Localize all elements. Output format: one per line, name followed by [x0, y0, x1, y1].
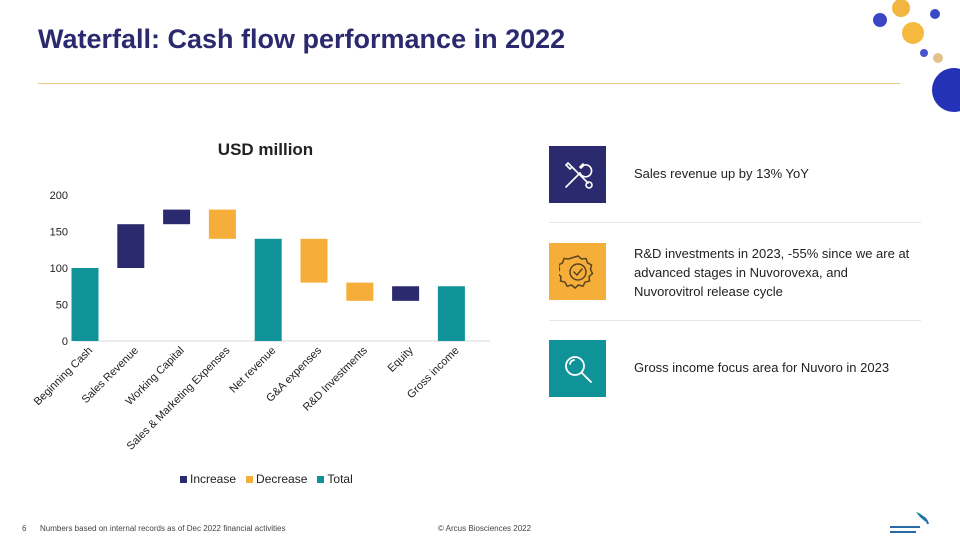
- bar-net-revenue: [254, 238, 282, 341]
- bar-gross-income: [437, 286, 465, 341]
- check-badge-icon: [558, 254, 593, 289]
- highlight-rnd: R&D investments in 2023, -55% since we a…: [549, 243, 921, 300]
- bar-working-capital: [163, 209, 191, 225]
- panel-divider: [549, 222, 921, 223]
- legend-label-increase: Increase: [190, 472, 237, 486]
- magnifier-icon: [564, 355, 592, 383]
- legend-swatch-total: [317, 475, 325, 483]
- highlight-gross-text: Gross income focus area for Nuvoro in 20…: [634, 360, 890, 375]
- tools-icon: [564, 161, 593, 189]
- page-number: 6: [22, 524, 27, 533]
- legend-item-decrease: Decrease: [246, 472, 307, 486]
- bar-g-a-expenses: [300, 238, 328, 283]
- bar-sales-revenue: [117, 224, 145, 268]
- chart-legend: Increase Decrease Total: [180, 472, 353, 486]
- legend-label-total: Total: [327, 472, 353, 486]
- highlight-sales-text: Sales revenue up by 13% YoY: [634, 166, 809, 181]
- bar-equity: [392, 286, 420, 301]
- y-tick-label: 200: [50, 190, 68, 202]
- y-tick-label: 0: [62, 336, 68, 348]
- x-tick-label: Net revenue: [227, 345, 278, 396]
- panel-divider: [549, 320, 921, 321]
- chart-title: USD million: [217, 140, 314, 159]
- highlight-rnd-text: R&D investments in 2023, -55% since we a…: [634, 246, 910, 299]
- y-tick-label: 100: [50, 263, 68, 275]
- check-badge-icon-box: [549, 243, 606, 300]
- highlight-gross: Gross income focus area for Nuvoro in 20…: [549, 340, 921, 397]
- title-rule: [38, 83, 900, 84]
- footnote: Numbers based on internal records as of …: [40, 524, 286, 533]
- tools-icon-box: [549, 146, 606, 203]
- legend-item-increase: Increase: [180, 472, 236, 486]
- bar-beginning-cash: [71, 268, 99, 341]
- virus-decoration: [873, 0, 960, 112]
- legend-swatch-decrease: [246, 475, 254, 483]
- bar-r-d-investments: [346, 282, 374, 301]
- copyright: © Arcus Biosciences 2022: [438, 524, 532, 533]
- legend-item-total: Total: [317, 472, 353, 486]
- y-tick-label: 50: [56, 300, 68, 312]
- highlight-sales: Sales revenue up by 13% YoY: [549, 146, 921, 203]
- x-tick-label: Equity: [386, 344, 416, 374]
- bar-sales-marketing-expenses: [208, 209, 236, 239]
- legend-label-decrease: Decrease: [256, 472, 308, 486]
- y-tick-label: 150: [50, 227, 68, 239]
- company-logo: [890, 512, 929, 533]
- magnifier-icon-box: [549, 340, 606, 397]
- legend-swatch-increase: [180, 475, 187, 483]
- slide-title: Waterfall: Cash flow performance in 2022: [38, 24, 566, 54]
